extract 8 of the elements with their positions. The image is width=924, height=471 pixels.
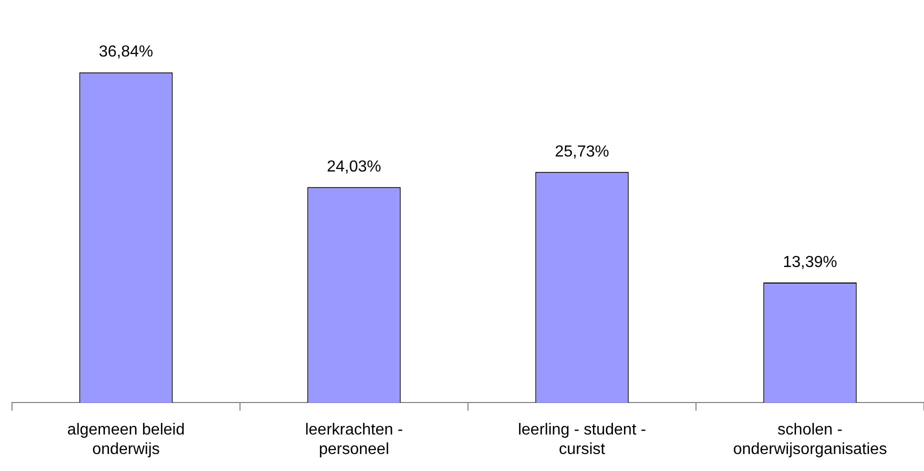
x-tick-label: leerling - student - cursist <box>518 422 646 458</box>
data-label: 13,39% <box>782 254 838 271</box>
data-label: 36,84% <box>98 44 154 61</box>
data-label: 24,03% <box>326 158 382 176</box>
x-tick-label: scholen - onderwijsorganisaties <box>733 422 887 458</box>
x-tick-label: algemeen beleid onderwijs <box>67 422 185 458</box>
x-tick-label: leerkrachten - personeel <box>305 422 403 458</box>
data-label: 25,73% <box>554 143 610 160</box>
